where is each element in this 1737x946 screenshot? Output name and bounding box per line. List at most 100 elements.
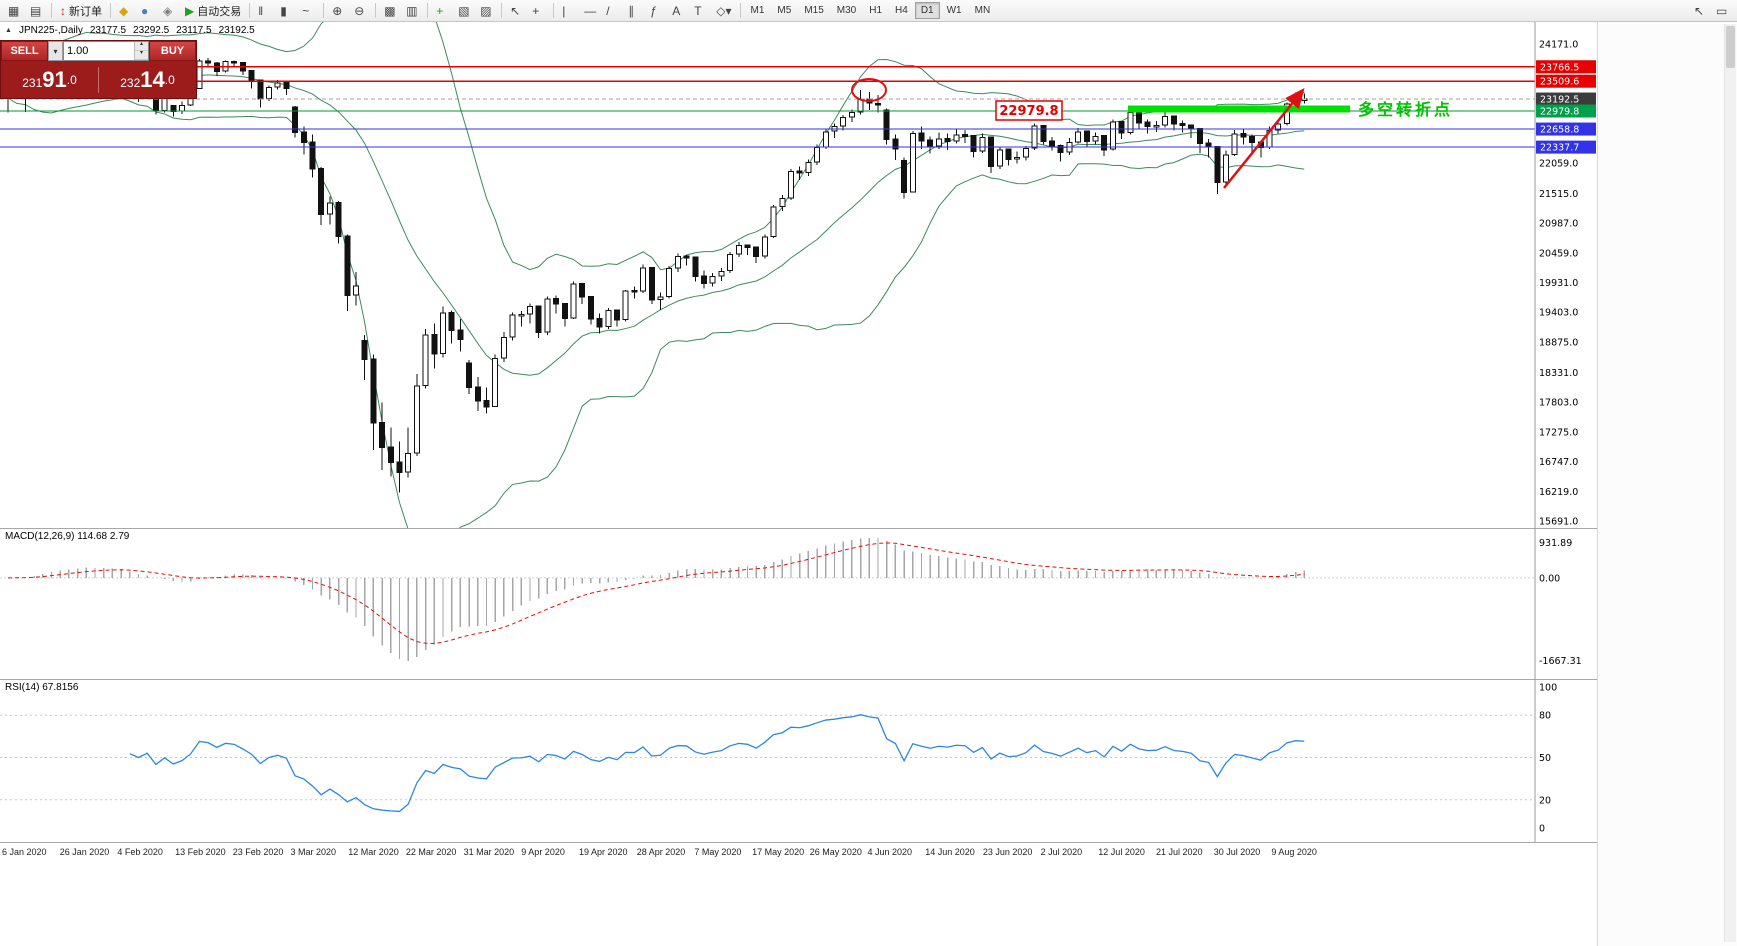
macd-pane[interactable]: 931.89 0.00 -1667.31 (0, 528, 1597, 679)
sell-price[interactable]: 23191.0 (22, 66, 77, 92)
text-label-button[interactable]: T (690, 1, 711, 20)
macd-signal-line (7, 542, 1305, 644)
timeframe-mn-button[interactable]: MN (969, 2, 997, 19)
zoom-out-icon: ⊖ (354, 3, 365, 18)
price-callout-text: 22979.8 (999, 104, 1058, 119)
crosshair-button[interactable]: + (528, 1, 549, 20)
price-tick-label: 17275.0 (1539, 427, 1578, 438)
candle (709, 272, 716, 287)
candle (674, 253, 681, 272)
macd-label: MACD(12,26,9) 114.68 2.79 (5, 531, 130, 542)
order-type-dropdown[interactable]: ▾ (48, 41, 63, 61)
timeframe-m30-button[interactable]: M30 (831, 2, 862, 19)
date-label: 23 Feb 2020 (232, 847, 284, 857)
price-badge: 23192.5 (1536, 92, 1596, 106)
low-value: 23117.5 (176, 25, 212, 36)
vertical-line-button[interactable]: | (558, 1, 579, 20)
panel-expander-icon[interactable]: ▲ (5, 27, 12, 34)
one-click-trading-panel: SELL ▾ ▴ ▾ BUY 23191.0 23214.0 (0, 40, 197, 99)
toolbar-separator (249, 3, 251, 18)
new-order-button[interactable]: ↕ 新订单 (56, 1, 106, 20)
rsi-axis-label: 20 (1539, 795, 1551, 806)
profiles-button[interactable]: ▤ (26, 1, 47, 20)
toolbar-separator (739, 3, 741, 18)
bollinger-middle-line (7, 66, 1305, 376)
market-watch-button[interactable]: ● (137, 1, 158, 20)
candle (1223, 150, 1229, 186)
tile-windows-button[interactable]: ▩ (380, 1, 401, 20)
price-badge: 23766.5 (1536, 60, 1596, 74)
zoom-out-button[interactable]: ⊖ (350, 1, 371, 20)
horizontal-line-button[interactable]: — (580, 1, 601, 20)
channel-button[interactable]: ∥ (624, 1, 645, 20)
date-label: 3 Mar 2020 (290, 847, 337, 857)
indicators-button[interactable]: + (432, 1, 453, 20)
pan-mode-button[interactable]: ▭ (1712, 1, 1733, 20)
top-circle-annotation (851, 78, 887, 102)
timeframe-m5-button[interactable]: M5 (771, 2, 797, 19)
metaeditor-button[interactable]: ◆ (115, 1, 136, 20)
rsi-pane[interactable]: 100 80 50 20 0 (0, 679, 1597, 842)
candle (239, 62, 246, 75)
candle (335, 200, 342, 244)
buy-price[interactable]: 23214.0 (120, 66, 175, 92)
bar-chart-button[interactable]: ‖ (254, 1, 275, 20)
candle (1249, 134, 1256, 154)
toolbar-separator (553, 3, 555, 18)
new-chart-icon: ▦ (8, 3, 20, 18)
buy-button[interactable]: BUY (149, 41, 196, 61)
arrange-windows-icon: ▥ (406, 3, 418, 18)
candle (1049, 136, 1055, 151)
timeframe-w1-button[interactable]: W1 (941, 2, 968, 19)
candle (474, 377, 481, 411)
cursor-button[interactable]: ↖ (506, 1, 527, 20)
line-chart-button[interactable]: ~ (298, 1, 319, 20)
lot-size-input[interactable] (64, 42, 134, 60)
arrange-windows-button[interactable]: ▥ (402, 1, 423, 20)
timeframe-m1-button[interactable]: M1 (745, 2, 771, 19)
candle (500, 332, 507, 362)
shapes-button[interactable]: ◇▾ (712, 1, 735, 20)
annotations: 22979.8 多空转折点 (851, 78, 1450, 189)
templates-button[interactable]: ▨ (476, 1, 497, 20)
sell-button[interactable]: SELL (1, 41, 48, 61)
scrollbar-thumb[interactable] (1726, 26, 1735, 68)
zoom-in-button[interactable]: ⊕ (328, 1, 349, 20)
profiles-icon: ▤ (30, 3, 42, 18)
templates-icon: ▨ (480, 3, 492, 18)
scrollbar-track[interactable] (1724, 24, 1736, 942)
candle (1022, 145, 1029, 161)
price-tick-label: 17803.0 (1539, 398, 1578, 409)
candle (326, 196, 333, 225)
candle (918, 126, 925, 150)
trendline-button[interactable]: / (602, 1, 623, 20)
candle (300, 126, 307, 155)
timeframe-d1-button[interactable]: D1 (914, 2, 940, 19)
timeframe-h4-button[interactable]: H4 (889, 2, 914, 19)
chart-window: 22979.8 多空转折点 24171.0 22059.0 21515.0 20987.0… (0, 22, 1597, 946)
candle (979, 133, 986, 154)
price-pane[interactable]: 22979.8 多空转折点 24171.0 22059.0 21515.0 20987.0… (0, 22, 1597, 528)
candle (492, 354, 499, 407)
timeframe-h1-button[interactable]: H1 (863, 2, 888, 19)
signals-button[interactable]: ◈ (159, 1, 180, 20)
candles[interactable] (5, 46, 1308, 493)
pane-separator (0, 528, 1597, 529)
periods-button[interactable]: ▧ (454, 1, 475, 20)
new-chart-button[interactable]: ▦ (4, 1, 25, 20)
candle (257, 79, 264, 108)
candlestick-chart-button[interactable]: ▮ (276, 1, 297, 20)
candle (657, 292, 664, 311)
pointer-mode-button[interactable]: ↖ (1690, 1, 1711, 20)
text-button[interactable]: A (668, 1, 689, 20)
lot-decrease-button[interactable]: ▾ (135, 50, 148, 60)
timeframe-m15-button[interactable]: M15 (798, 2, 829, 19)
autotrading-button[interactable]: ▶ 自动交易 (181, 1, 245, 20)
date-label: 12 Mar 2020 (348, 847, 399, 857)
toolbar: ▦ ▤ ↕ 新订单 ◆ ● ◈ ▶ 自动交易 ‖ ▮ ~ ⊕ ⊖ ▩ ▥ + ▧ ▨ ↖ + | — / ∥ ƒ A T ◇▾ M1 M5 M… (0, 0, 1737, 22)
fibonacci-button[interactable]: ƒ (646, 1, 667, 20)
text-label-icon: T (694, 3, 702, 18)
lot-increase-button[interactable]: ▴ (135, 41, 148, 51)
candle (283, 81, 290, 96)
autotrading-button-label: 自动交易 (197, 5, 242, 18)
